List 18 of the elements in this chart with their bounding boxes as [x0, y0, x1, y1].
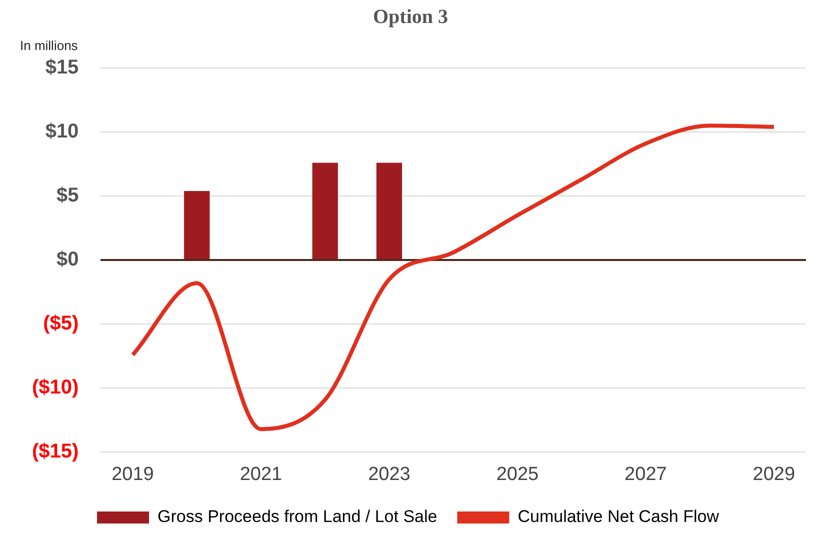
y-tick-label: ($10): [32, 376, 79, 399]
x-tick-label: 2021: [240, 464, 282, 485]
y-tick-label: $10: [45, 120, 79, 143]
legend-label: Gross Proceeds from Land / Lot Sale: [158, 507, 438, 526]
x-tick-label: 2029: [752, 464, 796, 485]
x-tick-label: 2027: [624, 464, 667, 485]
chart-title: Option 3: [372, 6, 450, 29]
legend-label: Cumulative Net Cash Flow: [518, 507, 720, 526]
x-tick-label: 2025: [496, 464, 539, 485]
line-series: [130, 124, 776, 432]
y-tick-label: ($15): [32, 440, 79, 463]
x-tick-label: 2023: [368, 464, 410, 485]
y-tick-label: ($5): [43, 312, 79, 335]
text: In millions: [20, 38, 78, 53]
y-tick-label: $0: [56, 248, 79, 271]
x-tick-label: 2019: [112, 464, 154, 485]
y-tick-label: $5: [56, 184, 79, 207]
y-tick-label: $15: [45, 56, 79, 79]
